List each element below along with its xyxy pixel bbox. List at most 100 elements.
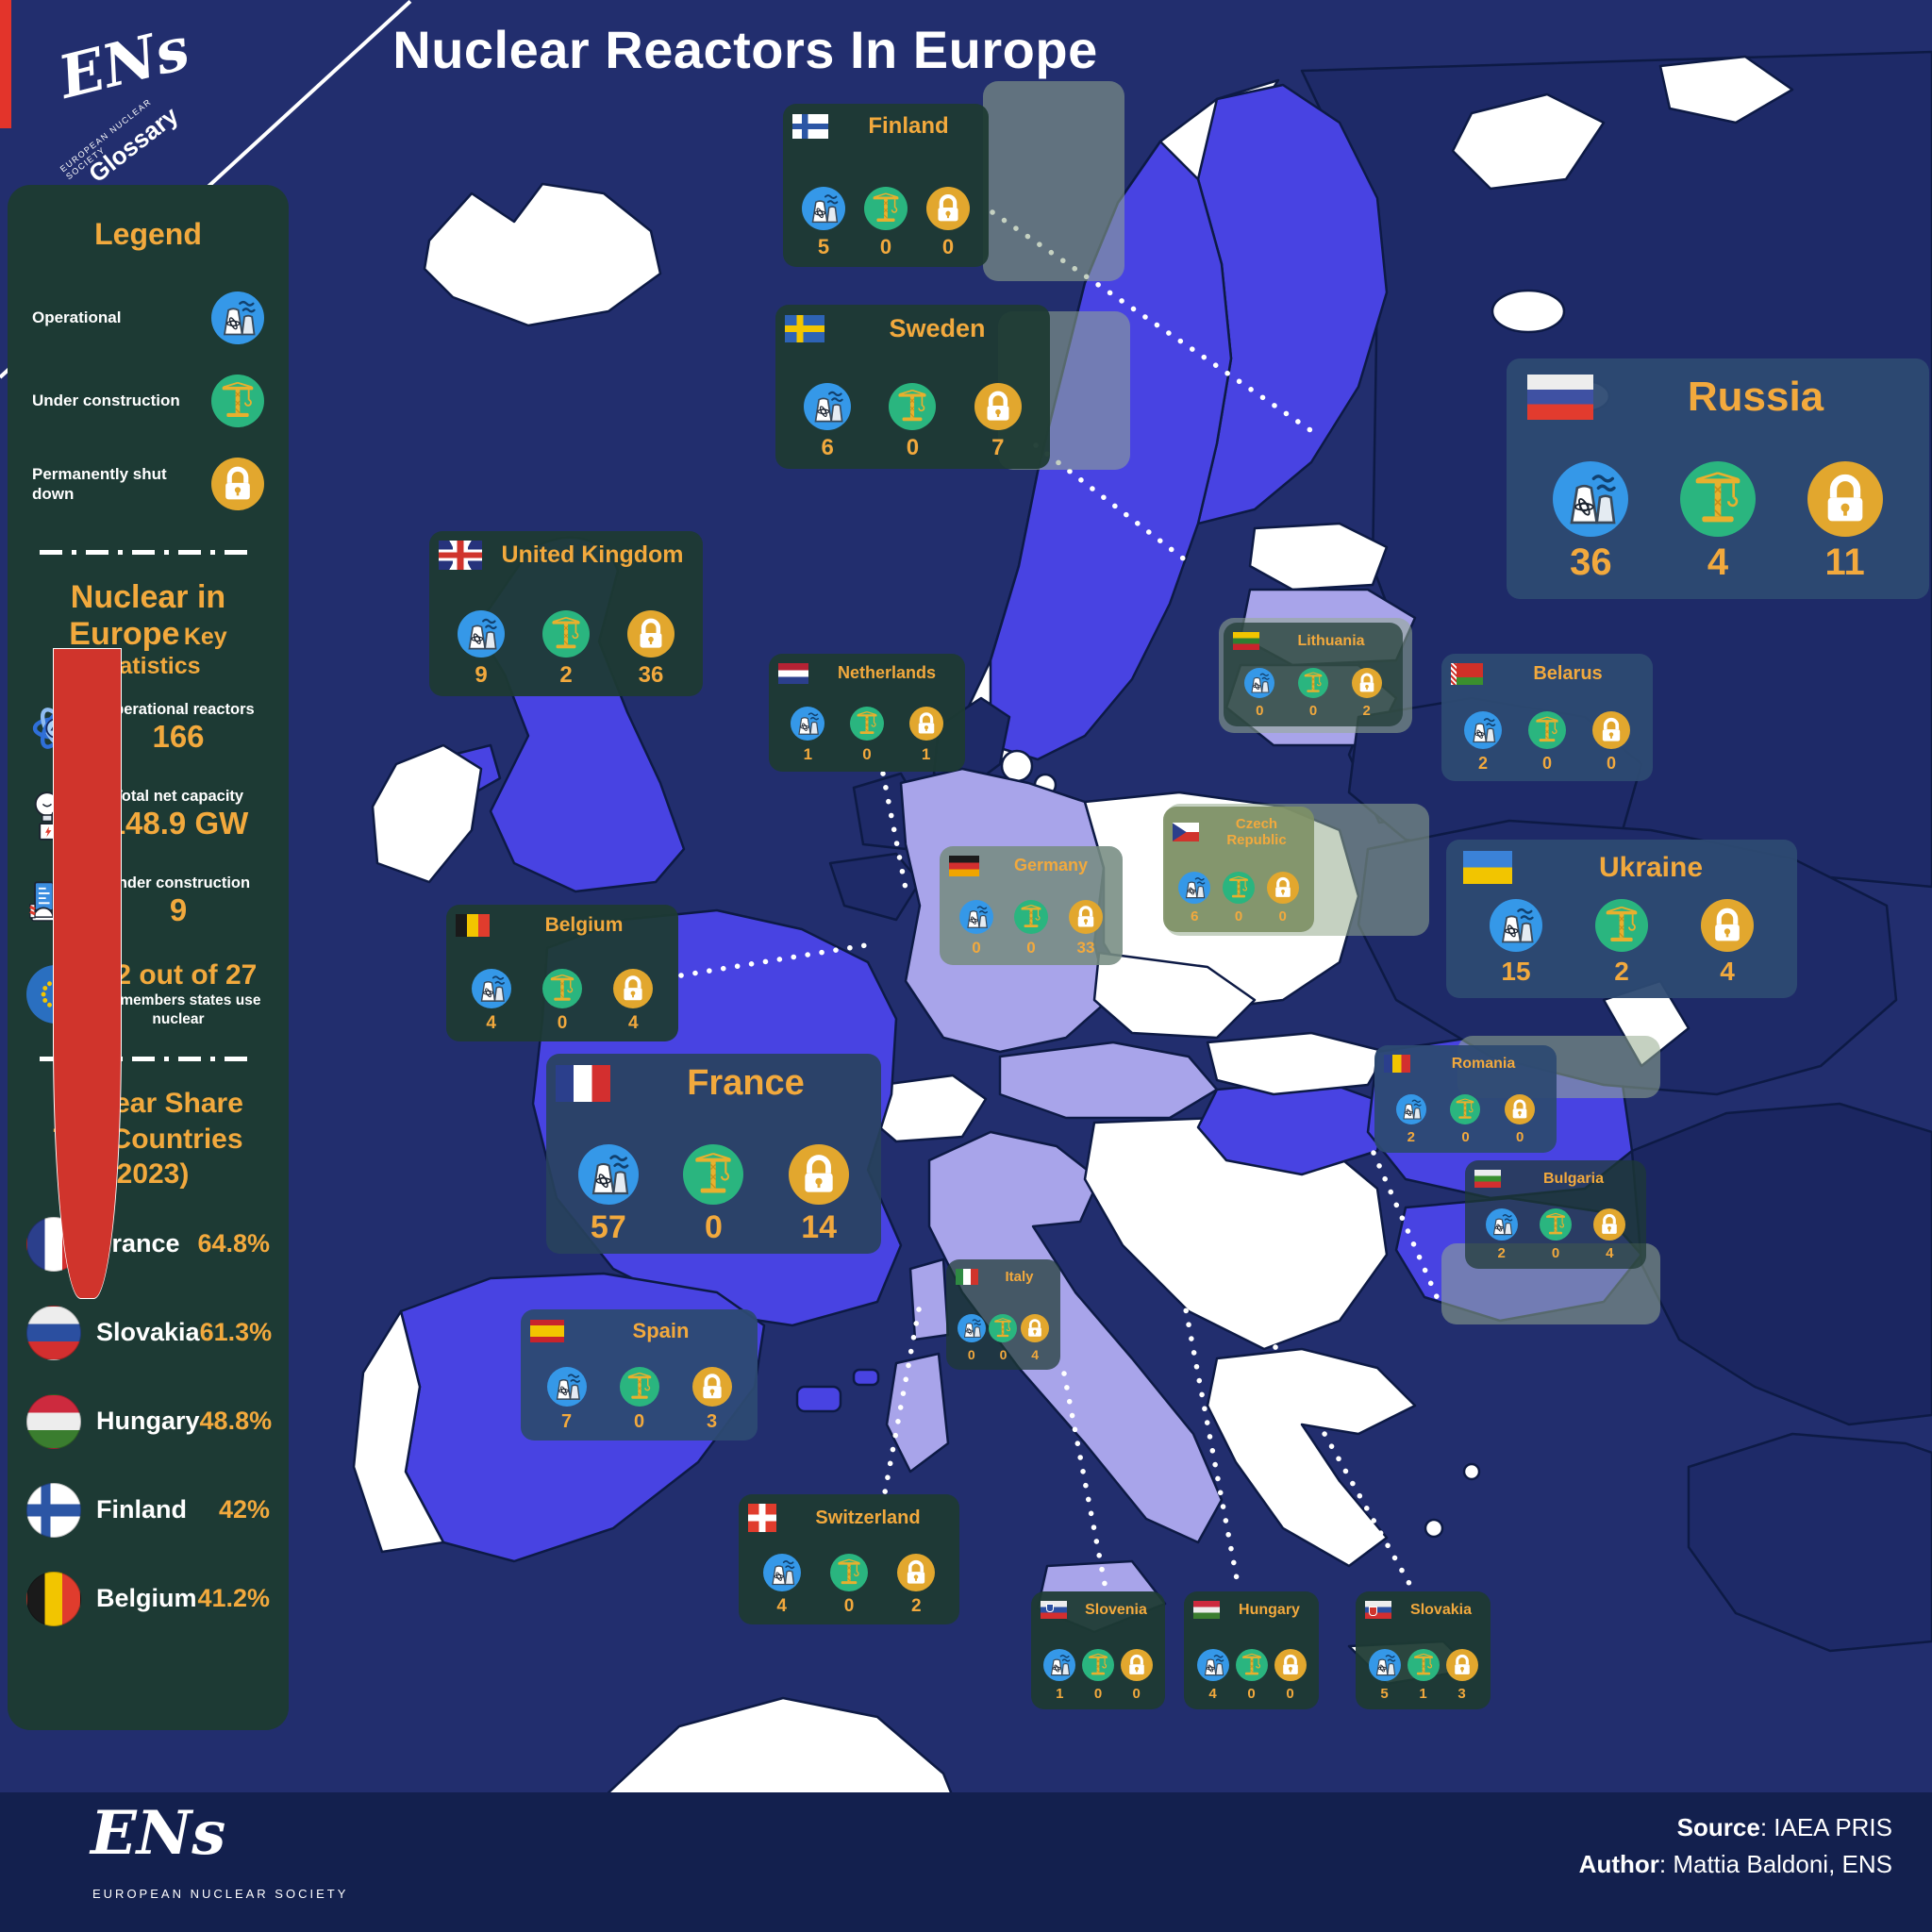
flag-slovakia-icon xyxy=(26,1305,81,1360)
author-value: : Mattia Baldoni, ENS xyxy=(1658,1850,1892,1878)
operational-count: 4 xyxy=(776,1596,787,1616)
country-name: Russia xyxy=(1687,374,1824,420)
under-construction-count: 2 xyxy=(559,662,573,688)
country-name: Italy xyxy=(1005,1269,1034,1285)
reactor-icon xyxy=(959,900,993,934)
lock-icon xyxy=(789,1144,849,1205)
source-label: Source xyxy=(1676,1813,1760,1841)
shutdown-count: 4 xyxy=(1720,957,1735,986)
share-row-slovakia: Slovakia 61.3% xyxy=(26,1305,272,1360)
under-construction-count: 0 xyxy=(1026,939,1036,957)
reactor-icon xyxy=(547,1367,587,1407)
under-construction-count: 2 xyxy=(1614,957,1629,986)
lock-icon xyxy=(1593,1208,1625,1241)
connector-lines xyxy=(678,209,1444,1591)
corner-accent xyxy=(0,0,11,128)
share-country: Slovakia xyxy=(96,1318,200,1347)
stat-net-capacity: Total net capacity 148.9 GW xyxy=(25,786,272,844)
operational-count: 36 xyxy=(1570,541,1612,583)
shutdown-count: 33 xyxy=(1076,939,1095,957)
stat-under-construction: Under construction 9 xyxy=(25,873,272,931)
country-name: United Kingdom xyxy=(501,541,684,569)
stat-label: Operational reactors xyxy=(102,701,255,719)
country-card-ukraine: Ukraine 15 2 4 xyxy=(1446,840,1797,998)
operational-count: 2 xyxy=(1497,1245,1506,1261)
lock-icon xyxy=(627,610,675,658)
map-highlight-finland xyxy=(983,81,1124,281)
shutdown-count: 2 xyxy=(1362,703,1371,719)
stat-operational-reactors: Operational reactors 166 xyxy=(25,699,272,758)
country-name: Slovenia xyxy=(1085,1601,1147,1618)
under-construction-count: 0 xyxy=(862,745,872,763)
country-name: Lithuania xyxy=(1297,632,1365,649)
stat-value: 166 xyxy=(152,719,205,755)
flag-sweden-icon xyxy=(785,315,824,342)
author-label: Author xyxy=(1578,1850,1659,1878)
shutdown-count: 4 xyxy=(1606,1245,1614,1261)
share-percent: 48.8% xyxy=(199,1407,273,1436)
crane-icon xyxy=(1450,1094,1480,1124)
country-name: Switzerland xyxy=(815,1507,921,1528)
share-country: Finland xyxy=(96,1495,187,1524)
country-name: Ukraine xyxy=(1598,851,1704,883)
key-stats-heading-key: Key xyxy=(183,624,227,651)
reactor-icon xyxy=(1464,711,1502,749)
flag-france-icon xyxy=(556,1064,610,1103)
country-name: Hungary xyxy=(1239,1601,1300,1618)
lock-icon xyxy=(1446,1649,1478,1681)
shutdown-count: 1 xyxy=(921,745,931,763)
country-card-switzerland: Switzerland 4 0 2 xyxy=(739,1494,959,1624)
lock-icon xyxy=(1274,1649,1307,1681)
lock-icon xyxy=(1701,899,1754,952)
shutdown-count: 0 xyxy=(941,235,955,258)
stat-label: EU members states use nuclear xyxy=(95,992,261,1027)
flag-finland-icon xyxy=(26,1482,81,1538)
operational-count: 9 xyxy=(475,662,488,688)
share-row-belgium: Belgium 41.2% xyxy=(26,1571,270,1626)
country-name: Belgium xyxy=(544,914,624,937)
country-name: Germany xyxy=(1013,856,1089,875)
country-card-italy: Italy 0 0 4 xyxy=(946,1259,1060,1370)
crane-icon xyxy=(1223,872,1255,904)
crane-icon xyxy=(1680,461,1756,537)
country-card-sweden: Sweden 6 0 7 xyxy=(775,305,1050,469)
shutdown-count: 11 xyxy=(1824,541,1865,583)
operational-count: 5 xyxy=(817,235,830,258)
country-name: Slovakia xyxy=(1410,1601,1472,1618)
dashed-divider xyxy=(40,550,257,555)
shutdown-count: 2 xyxy=(911,1596,922,1616)
reactor-icon xyxy=(1553,461,1628,537)
author-line: Author: Mattia Baldoni, ENS xyxy=(1579,1846,1892,1883)
share-percent: 64.8% xyxy=(197,1229,270,1258)
country-name: France xyxy=(687,1063,805,1103)
country-name: Belarus xyxy=(1533,663,1603,685)
flag-hungary-icon xyxy=(1193,1601,1220,1620)
flag-hungary-icon xyxy=(26,1393,81,1449)
legend-label: Permanently shut down xyxy=(32,464,167,503)
key-stats-heading-main: Nuclear in Europe xyxy=(69,579,226,653)
crane-icon xyxy=(620,1367,659,1407)
under-construction-count: 0 xyxy=(879,235,892,258)
crane-icon xyxy=(542,610,590,658)
country-card-slovakia: Slovakia 5 1 3 xyxy=(1356,1591,1491,1709)
country-name: Romania xyxy=(1451,1055,1516,1072)
under-construction-count: 1 xyxy=(1419,1686,1427,1702)
reactor-icon xyxy=(211,291,264,344)
under-construction-count: 0 xyxy=(1234,908,1243,924)
operational-count: 7 xyxy=(560,1411,573,1432)
flag-belarus-icon xyxy=(1451,663,1483,686)
key-stats-heading: Nuclear in Europe Key Statistics xyxy=(25,579,272,680)
operational-count: 5 xyxy=(1380,1686,1389,1702)
country-card-spain: Spain 7 0 3 xyxy=(521,1309,758,1441)
under-construction-count: 0 xyxy=(906,435,920,460)
under-construction-count: 0 xyxy=(1461,1129,1470,1145)
credits: Source: IAEA PRIS Author: Mattia Baldoni… xyxy=(1579,1809,1892,1883)
under-construction-count: 4 xyxy=(1707,541,1729,583)
under-construction-count: 0 xyxy=(843,1596,855,1616)
lock-icon xyxy=(926,187,970,230)
stat-eu-members: 12 out of 27 EU members states use nucle… xyxy=(25,959,272,1028)
legend-title: Legend xyxy=(94,217,202,251)
country-name: Sweden xyxy=(889,314,986,342)
operational-count: 2 xyxy=(1477,754,1488,773)
